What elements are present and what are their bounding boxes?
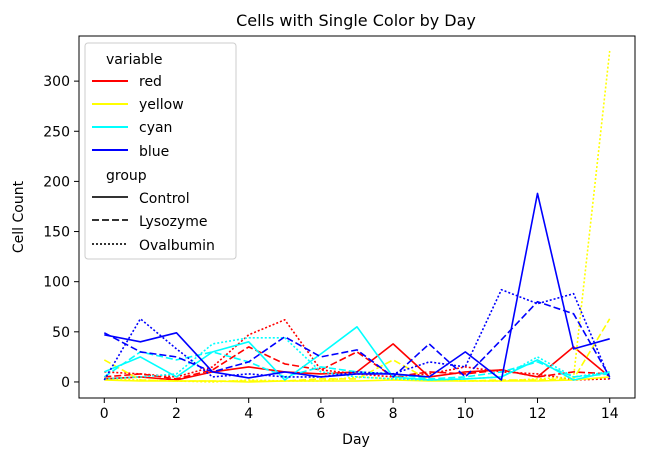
series-line-red-lysozyme — [104, 346, 610, 380]
x-tick-label: 8 — [389, 406, 398, 422]
y-tick-label: 50 — [52, 325, 70, 341]
x-tick-label: 12 — [529, 406, 547, 422]
legend-label-lysozyme: Lysozyme — [139, 214, 208, 230]
series-line-red-ovalbumin — [104, 318, 610, 381]
series-line-cyan-ovalbumin — [104, 336, 610, 381]
x-tick-label: 2 — [172, 406, 181, 422]
legend-label-blue: blue — [139, 144, 169, 160]
y-tick-label: 300 — [43, 74, 70, 90]
chart-title: Cells with Single Color by Day — [236, 11, 476, 30]
x-tick-label: 14 — [601, 406, 619, 422]
x-axis: 0 2 4 6 8 10 12 14 — [100, 398, 619, 422]
series-line-yellow-ovalbumin — [104, 50, 611, 383]
legend-label-yellow: yellow — [139, 97, 184, 113]
y-axis: 0 50 100 150 200 250 300 — [43, 74, 79, 391]
y-tick-label: 100 — [43, 275, 70, 291]
legend-box — [84, 42, 237, 260]
x-tick-label: 6 — [316, 406, 325, 422]
legend-label-control: Control — [139, 191, 190, 207]
legend-variable-title: variable — [106, 52, 162, 68]
legend-label-cyan: cyan — [139, 120, 172, 136]
y-axis-label: Cell Count — [11, 180, 27, 253]
legend: variable red yellow cyan blue group Cont… — [84, 42, 237, 260]
y-tick-label: 0 — [61, 375, 70, 391]
y-tick-label: 150 — [43, 225, 70, 241]
series-line-blue-control — [104, 192, 610, 381]
y-tick-label: 200 — [43, 174, 70, 190]
x-tick-label: 10 — [456, 406, 474, 422]
x-tick-label: 0 — [100, 406, 109, 422]
plot-frame — [78, 35, 636, 399]
series-line-blue-ovalbumin — [103, 288, 611, 381]
legend-label-ovalbumin: Ovalbumin — [139, 238, 215, 254]
plot-lines — [103, 50, 611, 383]
legend-label-red: red — [139, 74, 162, 90]
x-axis-label: Day — [342, 432, 370, 448]
x-tick-label: 4 — [244, 406, 253, 422]
series-line-cyan-control — [103, 325, 610, 381]
series-line-blue-lysozyme — [103, 300, 611, 378]
legend-group-title: group — [106, 168, 147, 184]
y-tick-label: 250 — [43, 124, 70, 140]
